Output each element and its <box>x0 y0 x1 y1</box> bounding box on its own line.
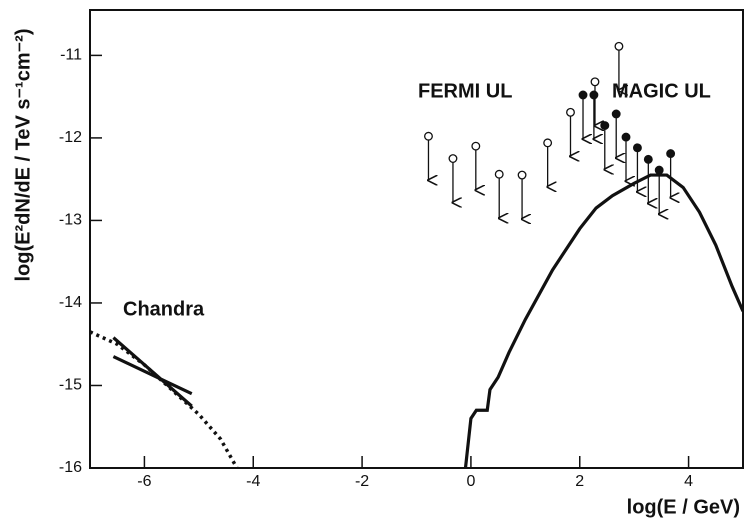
x-tick-label: -6 <box>137 473 151 490</box>
upper-limit <box>600 121 610 170</box>
ul-point <box>590 77 600 87</box>
x-tick-label: -4 <box>246 473 260 490</box>
upper-limit <box>632 143 642 192</box>
upper-limit <box>543 138 553 187</box>
upper-limit <box>614 41 624 91</box>
y-axis-label: log(E²dN/dE / TeV s⁻¹cm⁻²) <box>12 29 34 282</box>
ul-point <box>666 149 676 159</box>
curve <box>90 330 239 468</box>
ul-point <box>424 131 433 141</box>
series-label: FERMI UL <box>418 80 512 102</box>
upper-limit <box>471 141 481 190</box>
plot-area <box>90 41 743 468</box>
ul-point <box>643 154 653 164</box>
ul-point <box>632 143 642 153</box>
y-tick-label: -16 <box>59 459 82 476</box>
upper-limit <box>448 154 458 203</box>
ul-point <box>600 121 610 130</box>
x-axis-label: log(E / GeV) <box>627 496 740 518</box>
plot-frame <box>89 9 744 469</box>
upper-limit <box>611 109 621 158</box>
upper-limit <box>517 170 527 219</box>
upper-limit <box>643 154 653 204</box>
ul-point <box>621 132 631 142</box>
ul-point <box>611 109 621 119</box>
x-tick-label: 2 <box>575 473 584 490</box>
ul-point <box>654 165 664 175</box>
upper-limit <box>424 131 433 180</box>
x-tick-label: 4 <box>684 473 693 490</box>
y-tick-label: -13 <box>59 212 82 229</box>
y-tick-label: -12 <box>59 129 82 146</box>
curve <box>463 173 743 468</box>
ul-point <box>494 169 504 179</box>
y-tick-label: -14 <box>59 294 82 311</box>
upper-limit <box>666 149 676 198</box>
series-label: MAGIC UL <box>612 80 711 102</box>
upper-limit <box>654 165 664 214</box>
ul-point <box>614 41 624 51</box>
upper-limit <box>566 107 575 157</box>
upper-limit <box>621 132 631 181</box>
ul-point <box>543 138 553 148</box>
x-tick-label: 0 <box>466 473 475 490</box>
y-tick-label: -11 <box>60 47 82 64</box>
ul-point <box>566 107 575 117</box>
ul-point <box>589 90 599 100</box>
curve <box>112 336 193 408</box>
series-label: Chandra <box>123 298 205 320</box>
upper-limit <box>590 77 600 126</box>
x-tick-label: -2 <box>355 473 369 490</box>
ul-point <box>471 141 481 151</box>
upper-limit <box>589 90 599 139</box>
ul-point <box>517 170 527 180</box>
upper-limit <box>578 90 588 139</box>
upper-limit <box>494 169 504 218</box>
y-tick-label: -15 <box>59 377 82 394</box>
ul-point <box>578 90 588 100</box>
ul-point <box>448 154 458 163</box>
